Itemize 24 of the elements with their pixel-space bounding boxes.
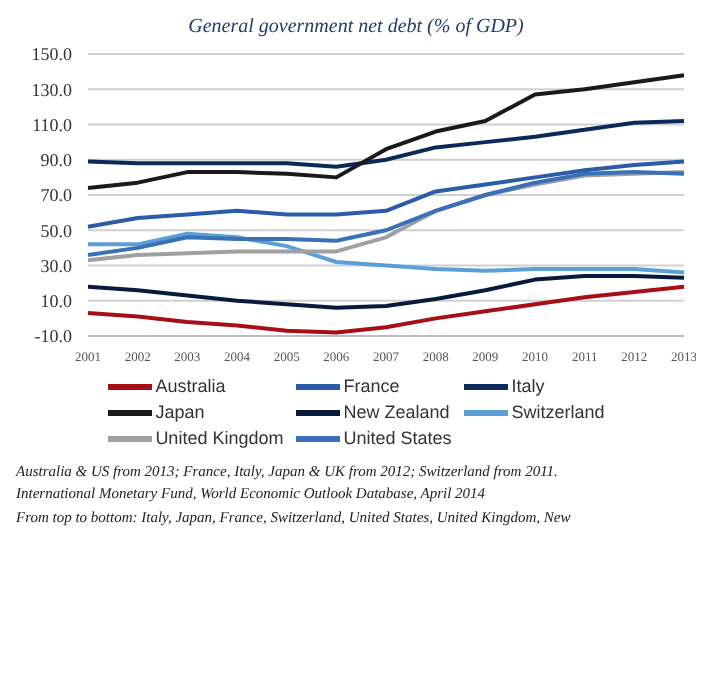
legend-label: Italy: [511, 376, 545, 396]
chart-title: General government net debt (% of GDP): [186, 16, 526, 38]
y-tick-label: 150.0: [31, 44, 73, 65]
y-tick-label: 50.0: [40, 220, 73, 241]
legend-label: Japan: [155, 402, 205, 422]
line-series: [86, 73, 686, 190]
legend-label: United Kingdom: [155, 428, 284, 448]
y-tick-label: 30.0: [40, 255, 73, 276]
line-series: [86, 231, 686, 275]
legend-label: Australia: [155, 376, 226, 396]
legend-label: France: [343, 376, 400, 396]
line-series: [86, 159, 686, 229]
legend-label: New Zealand: [343, 402, 450, 422]
y-tick-label: 90.0: [40, 150, 73, 171]
y-tick-label: 70.0: [40, 185, 73, 206]
line-series: [86, 118, 686, 169]
line-series: [86, 274, 686, 310]
y-tick-label: 110.0: [32, 114, 73, 135]
y-tick-label: 130.0: [31, 79, 73, 100]
y-tick-label: -10.0: [34, 326, 73, 347]
y-tick-label: 10.0: [40, 291, 73, 312]
legend-label: Switzerland: [511, 402, 605, 422]
legend-label: United States: [343, 428, 452, 448]
line-series: [86, 284, 686, 335]
